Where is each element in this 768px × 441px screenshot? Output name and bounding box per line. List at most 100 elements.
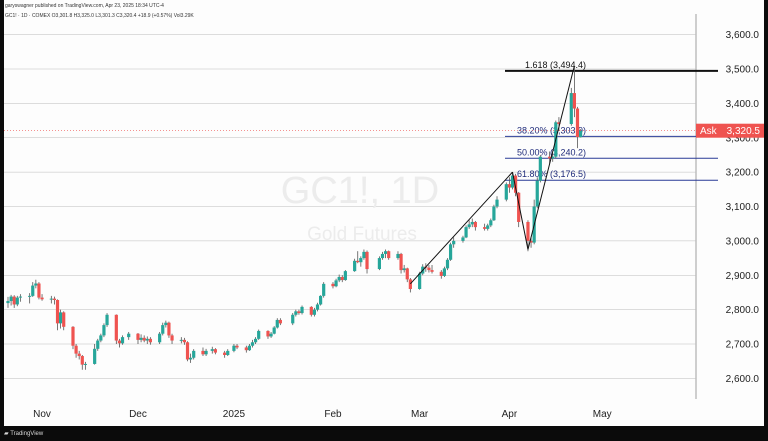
- candle-down: [365, 251, 369, 270]
- candle-up: [448, 244, 453, 260]
- fib-level-label: 38.20% (3,303.9): [517, 125, 586, 135]
- candle-down: [62, 312, 66, 327]
- candle-down: [170, 335, 174, 341]
- candle-down: [266, 330, 270, 337]
- candle-up: [189, 357, 193, 360]
- trendline[interactable]: [409, 171, 513, 285]
- candle-up: [334, 280, 338, 287]
- candle-up: [9, 296, 13, 302]
- candle-down: [387, 251, 391, 259]
- price-tick-label: 3,100.0: [726, 202, 760, 213]
- price-tick-label: 2,700.0: [726, 340, 760, 351]
- candle-up: [161, 325, 165, 334]
- price-axis-background: [696, 14, 764, 399]
- candle-down: [356, 260, 360, 263]
- candle-down: [182, 339, 187, 343]
- price-tick-label: 2,600.0: [726, 374, 760, 385]
- candle-up: [461, 237, 465, 241]
- candle-up: [359, 258, 363, 263]
- candle-down: [297, 311, 301, 314]
- price-tick-label: 3,600.0: [726, 30, 760, 41]
- candle-down: [213, 349, 217, 353]
- candle-up: [275, 319, 279, 328]
- candle-up: [467, 224, 471, 228]
- candle-down: [148, 338, 152, 343]
- candle-down: [408, 279, 412, 289]
- candle-up: [49, 298, 53, 300]
- fib-level-label: 50.00% (3,240.2): [517, 147, 586, 157]
- price-tick-label: 3,200.0: [726, 168, 760, 179]
- candle-down: [575, 108, 580, 138]
- candle-up: [578, 130, 583, 138]
- candle-up: [538, 156, 542, 181]
- candle-up: [551, 156, 555, 159]
- candle-down: [473, 221, 477, 228]
- candle-down: [529, 240, 533, 243]
- price-tick-label: 3,000.0: [726, 236, 760, 247]
- candle-up: [204, 350, 208, 355]
- candle-up: [254, 338, 258, 343]
- candle-up: [418, 273, 422, 289]
- brand-label: TradingView: [10, 431, 44, 437]
- candle-up: [120, 337, 125, 344]
- candle-down: [142, 337, 146, 341]
- trendline[interactable]: [527, 65, 575, 250]
- candle-up: [226, 350, 230, 355]
- candle-down: [201, 350, 205, 355]
- candle-down: [340, 276, 344, 281]
- candle-up: [318, 295, 323, 305]
- candle-down: [244, 347, 248, 351]
- candle-down: [517, 192, 521, 222]
- watermark-name: Gold Futures: [307, 224, 417, 245]
- candle-up: [272, 327, 276, 334]
- candle-up: [315, 304, 320, 310]
- candle-up: [504, 184, 508, 200]
- candle-down: [526, 221, 530, 241]
- candle-up: [127, 333, 131, 338]
- time-tick-label: 2025: [223, 409, 246, 420]
- watermark: GC1!, 1D Gold Futures: [281, 170, 439, 245]
- candle-up: [377, 258, 382, 270]
- candle-up: [383, 251, 388, 254]
- publisher-line: garyswagner published on TradingView.com…: [5, 3, 164, 9]
- header-background: [4, 0, 764, 14]
- time-tick-label: Dec: [129, 409, 147, 420]
- tradingview-brand[interactable]: ▰ TradingView: [4, 430, 43, 437]
- candle-up: [15, 297, 19, 305]
- price-tick-label: 3,300.0: [726, 133, 760, 144]
- time-tick-label: Feb: [324, 409, 342, 420]
- candle-up: [495, 199, 499, 207]
- trendline[interactable]: [511, 172, 529, 250]
- candle-down: [427, 267, 431, 271]
- candle-down: [235, 345, 239, 348]
- candle-up: [322, 283, 326, 296]
- candle-up: [250, 342, 255, 346]
- candle-down: [331, 283, 335, 287]
- price-tick-label: 3,500.0: [726, 65, 760, 76]
- candle-up: [96, 340, 100, 349]
- candle-down: [405, 268, 409, 280]
- ask-value: 3,320.5: [727, 126, 761, 137]
- candle-down: [439, 271, 443, 276]
- price-axis[interactable]: 2,600.0 2,700.0 2,800.0 2,900.0 3,000.0 3,100…: [726, 30, 760, 385]
- candle-down: [52, 298, 57, 300]
- candle-up: [145, 338, 149, 341]
- trendlines[interactable]: [409, 65, 575, 285]
- price-tick-label: 3,400.0: [726, 99, 760, 110]
- fibonacci-levels[interactable]: 1.618 (3,494.4) 38.20% (3,303.9) 50.00% (3…: [505, 60, 718, 181]
- candle-up: [164, 322, 168, 326]
- candle-up: [83, 363, 87, 365]
- candle-up: [93, 348, 97, 364]
- time-tick-label: Mar: [411, 409, 429, 420]
- price-tick-label: 2,900.0: [726, 271, 760, 282]
- time-axis[interactable]: Nov Dec 2025 Feb Mar Apr May: [33, 409, 612, 420]
- candle-down: [136, 333, 140, 340]
- time-tick-label: May: [593, 409, 612, 420]
- candle-up: [158, 333, 162, 343]
- candle-up: [452, 240, 456, 245]
- time-tick-label: Nov: [33, 409, 51, 420]
- candle-down: [117, 340, 122, 344]
- candle-down: [483, 227, 487, 229]
- candle-up: [105, 314, 109, 326]
